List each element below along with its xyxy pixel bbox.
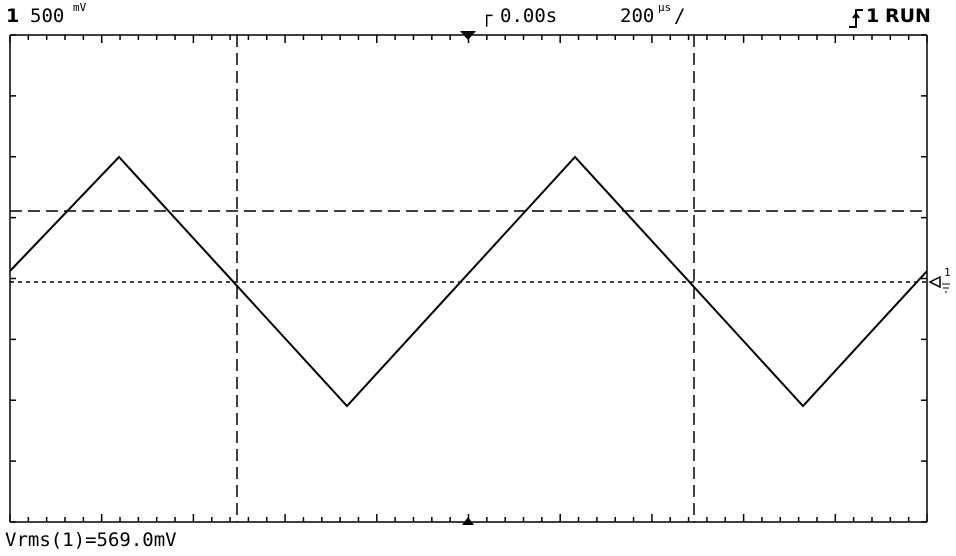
channel-ground-marker: 1 <box>928 266 951 293</box>
volts-per-div[interactable]: 500 <box>30 5 65 27</box>
time-slash: / <box>674 5 686 27</box>
waveform-trace <box>9 155 928 408</box>
measurement-readout: Vrms(1)=569.0mV <box>5 529 177 551</box>
status-bar: 1 500 mV ┌ 0.00s 200 µs / 1 RUN <box>0 0 956 32</box>
run-state[interactable]: RUN <box>885 5 931 27</box>
trigger-source[interactable]: 1 <box>866 5 880 27</box>
rising-edge-icon <box>848 4 864 32</box>
channel-number[interactable]: 1 <box>6 5 20 27</box>
trigger-position-top-icon <box>460 31 476 40</box>
trigger-level-marker-icon: ┌ <box>481 5 493 27</box>
time-offset[interactable]: 0.00s <box>500 5 558 27</box>
time-per-div[interactable]: 200 <box>620 5 655 27</box>
time-unit: µs <box>658 1 672 14</box>
volts-unit: mV <box>73 1 87 14</box>
trigger-position-bottom-icon <box>462 517 474 525</box>
graticule <box>9 34 928 523</box>
channel-marker-label: 1 <box>944 266 951 279</box>
channel-ground-arrow-icon <box>928 275 941 289</box>
